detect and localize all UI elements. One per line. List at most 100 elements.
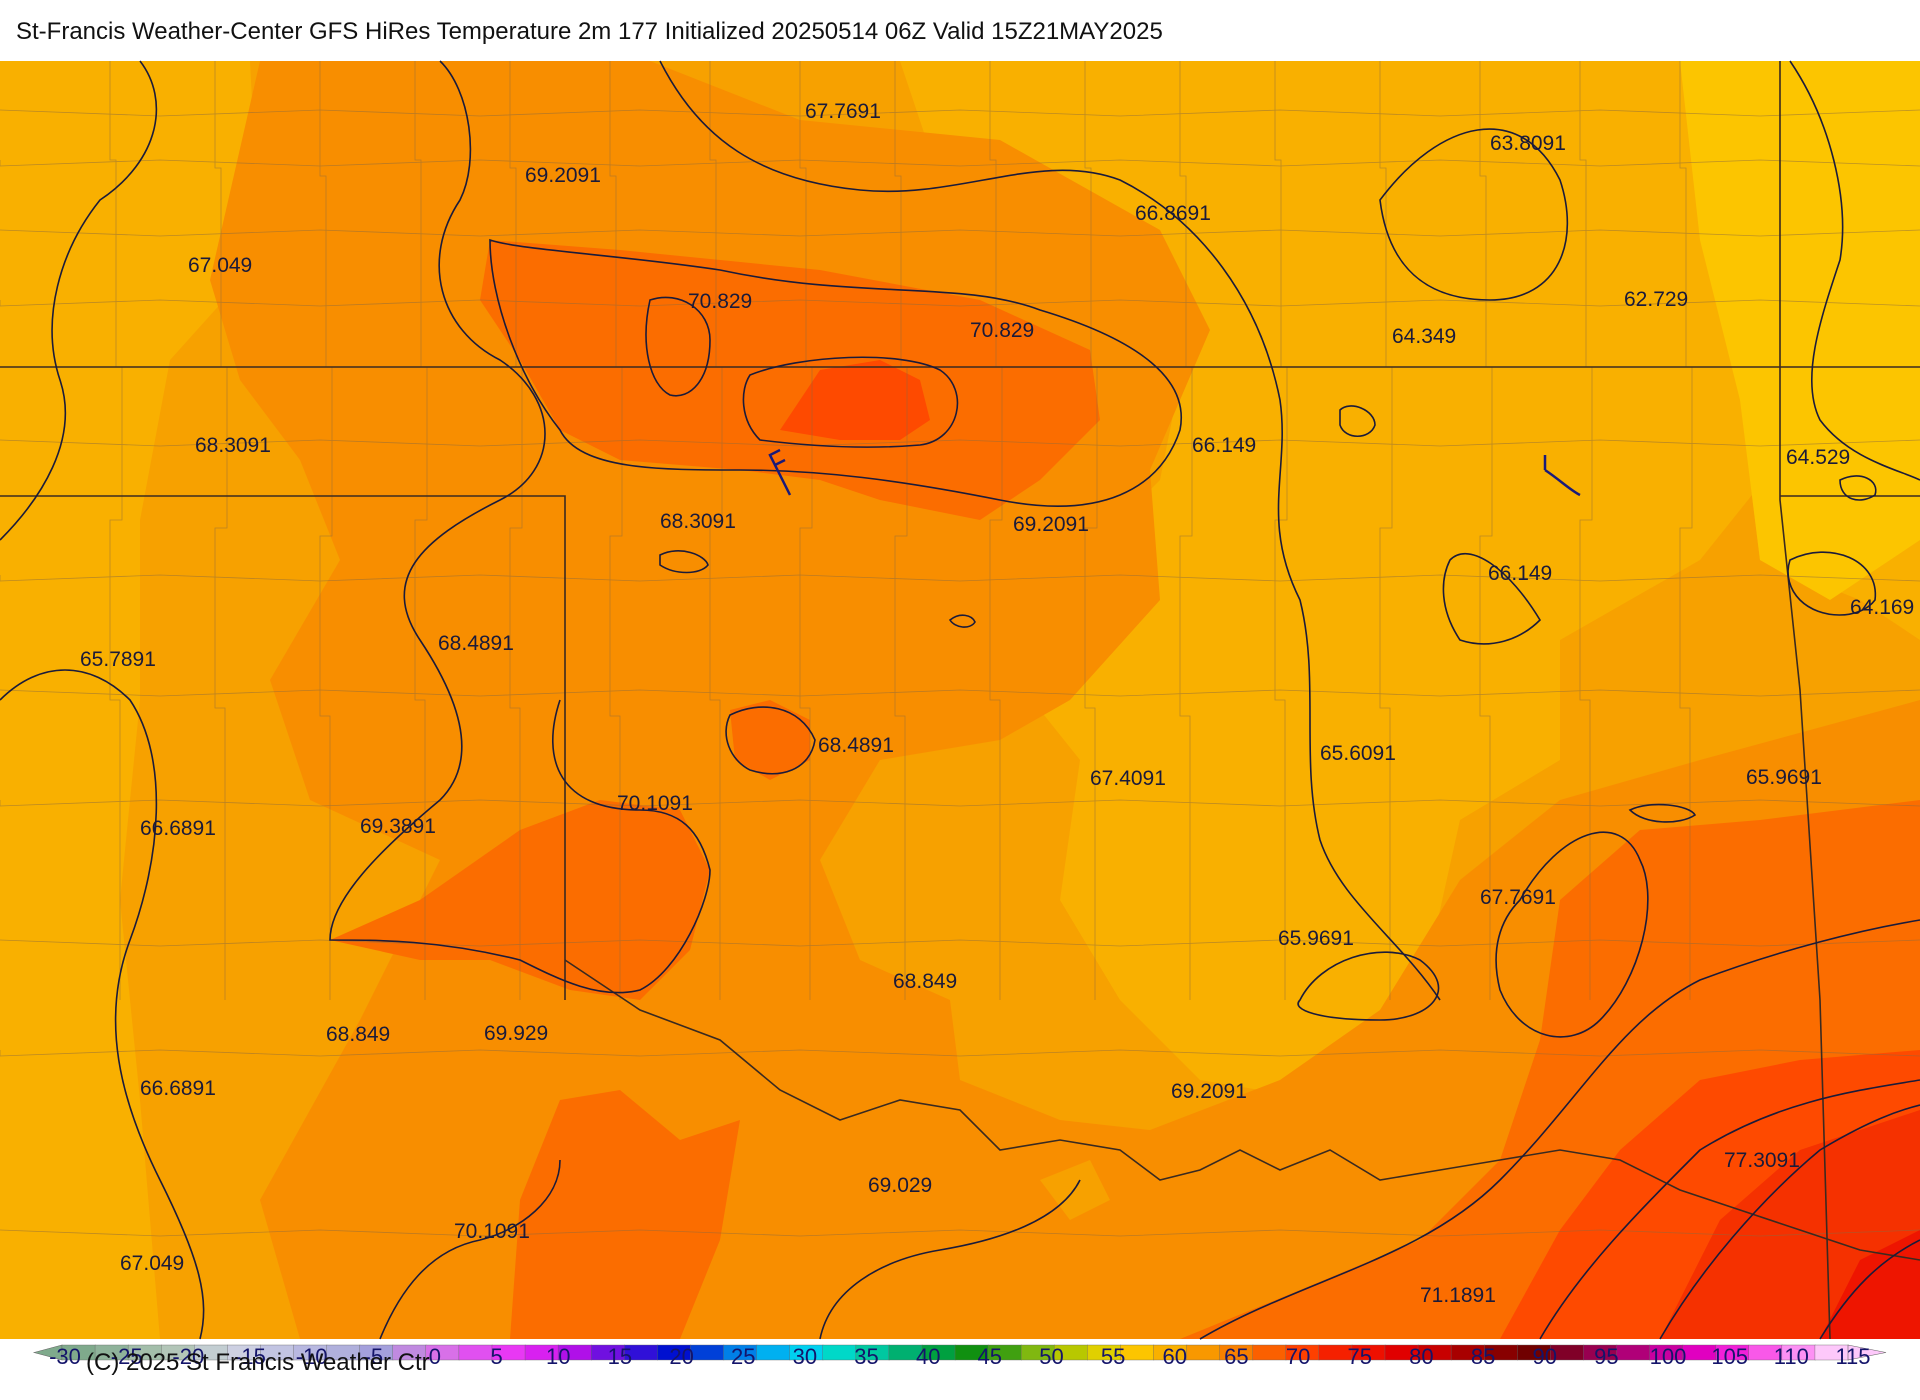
temperature-value-label: 69.029 bbox=[868, 1174, 932, 1197]
temperature-value-label: 65.9691 bbox=[1278, 927, 1354, 950]
temperature-value-label: 63.8091 bbox=[1490, 132, 1566, 155]
temperature-value-label: 69.2091 bbox=[1013, 513, 1089, 536]
temperature-value-label: 70.829 bbox=[688, 290, 752, 313]
colorbar-swatch bbox=[1186, 1344, 1221, 1361]
temperature-value-label: 68.3091 bbox=[195, 434, 271, 457]
contour-16 bbox=[1495, 831, 1649, 1038]
temperature-value-label: 66.6891 bbox=[140, 817, 216, 840]
temperature-value-label: 68.849 bbox=[326, 1023, 390, 1046]
temperature-value-label: 68.849 bbox=[893, 970, 957, 993]
temperature-value-label: 67.7691 bbox=[1480, 886, 1556, 909]
temperature-value-label: 71.1891 bbox=[1420, 1284, 1496, 1307]
county-line-vertical bbox=[214, 61, 228, 1000]
colorbar-tick-label: 60 bbox=[1163, 1344, 1187, 1369]
county-line-vertical bbox=[109, 61, 123, 1000]
temperature-value-label: 66.149 bbox=[1192, 434, 1256, 457]
colorbar-swatch bbox=[1252, 1344, 1287, 1361]
colorbar-tick-label: 25 bbox=[731, 1344, 755, 1369]
contour-12 bbox=[1787, 551, 1876, 616]
contour-17 bbox=[1199, 919, 1920, 1340]
colorbar-tick-label: -25 bbox=[111, 1344, 143, 1369]
contour-8 bbox=[329, 60, 711, 994]
temperature-value-label: 64.529 bbox=[1786, 446, 1850, 469]
temperature-value-label: 67.7691 bbox=[805, 100, 881, 123]
zone-80-85-southeast bbox=[1820, 1230, 1920, 1339]
county-line-horizontal bbox=[0, 939, 1920, 947]
colorbar-tick-label: 85 bbox=[1471, 1344, 1495, 1369]
temperature-colorbar bbox=[32, 1344, 1887, 1361]
contour-6 bbox=[659, 550, 709, 574]
temperature-value-label: 69.2091 bbox=[1171, 1080, 1247, 1103]
county-line-horizontal bbox=[0, 689, 1920, 697]
county-line-vertical bbox=[799, 61, 813, 1000]
county-line-vertical bbox=[1379, 61, 1393, 1000]
contour-1 bbox=[659, 60, 1441, 1001]
temperature-value-label: 65.9691 bbox=[1746, 766, 1822, 789]
county-line-horizontal bbox=[0, 229, 1920, 237]
contour-25 bbox=[379, 1159, 561, 1340]
colorbar-tick-label: 90 bbox=[1532, 1344, 1556, 1369]
zone-67-70-south-pocket bbox=[1040, 1160, 1110, 1220]
colorbar-tick-label: 70 bbox=[1286, 1344, 1310, 1369]
contour-24 bbox=[819, 1179, 1081, 1340]
colorbar-tick-label: 105 bbox=[1711, 1344, 1748, 1369]
temperature-value-label: 77.3091 bbox=[1724, 1149, 1800, 1172]
temperature-value-label: 67.4091 bbox=[1090, 767, 1166, 790]
colorbar-tick-label: 35 bbox=[854, 1344, 878, 1369]
colorbar-tick-label: 15 bbox=[608, 1344, 632, 1369]
zone-72-75-north bbox=[480, 240, 1100, 520]
county-line-vertical bbox=[989, 61, 1003, 1000]
colorbar-tick-label: 65 bbox=[1224, 1344, 1248, 1369]
temperature-value-label: 69.3891 bbox=[360, 815, 436, 838]
colorbar-tick-label: 75 bbox=[1348, 1344, 1372, 1369]
isotherm-contours bbox=[0, 60, 1920, 1340]
border-east bbox=[1779, 61, 1831, 1340]
county-line-horizontal bbox=[0, 159, 1920, 167]
county-line-vertical bbox=[709, 61, 723, 1000]
colorbar-tick-label: -15 bbox=[234, 1344, 266, 1369]
zone-60-65-northeast bbox=[1680, 61, 1920, 600]
contour-2 bbox=[489, 238, 1183, 507]
temperature-value-label: 66.6891 bbox=[140, 1077, 216, 1100]
colorbar-tick-label: 50 bbox=[1039, 1344, 1063, 1369]
county-line-horizontal bbox=[0, 574, 1920, 582]
colorbar-swatch bbox=[1616, 1344, 1651, 1361]
colorbar-tick-label: -20 bbox=[172, 1344, 204, 1369]
county-line-horizontal bbox=[0, 1229, 1920, 1237]
colorbar-tick-label: 55 bbox=[1101, 1344, 1125, 1369]
contour-14 bbox=[1628, 803, 1697, 823]
colorbar-swatch bbox=[1120, 1344, 1155, 1361]
wind-barbs bbox=[768, 448, 1581, 497]
colorbar-right-arrow bbox=[1847, 1344, 1887, 1361]
county-line-vertical bbox=[894, 61, 908, 1000]
temperature-value-label: 70.829 bbox=[970, 319, 1034, 342]
contour-15 bbox=[1297, 951, 1440, 1021]
temperature-value-label: 66.8691 bbox=[1135, 202, 1211, 225]
temperature-value-label: 66.149 bbox=[1488, 562, 1552, 585]
border-panhandle bbox=[0, 495, 566, 1000]
contour-9 bbox=[1379, 128, 1569, 301]
colorbar-swatch bbox=[458, 1344, 493, 1361]
contour-5 bbox=[725, 706, 816, 775]
temperature-value-label: 62.729 bbox=[1624, 288, 1688, 311]
temperature-value-label: 70.1091 bbox=[454, 1220, 530, 1243]
colorbar-tick-label: 0 bbox=[429, 1344, 441, 1369]
colorbar-tick-label: 40 bbox=[916, 1344, 940, 1369]
temperature-value-label: 70.1091 bbox=[617, 792, 693, 815]
state-borders bbox=[0, 61, 1920, 1340]
county-line-vertical bbox=[319, 61, 333, 1000]
colorbar-swatch bbox=[756, 1344, 791, 1361]
colorbar-tick-label: 30 bbox=[793, 1344, 817, 1369]
temperature-fill-layer bbox=[0, 61, 1920, 1339]
contour-11 bbox=[1442, 553, 1542, 645]
colorbar-tick-label: -30 bbox=[49, 1344, 81, 1369]
wind-barb-north bbox=[768, 448, 792, 496]
county-line-horizontal bbox=[0, 799, 1920, 807]
county-line-horizontal bbox=[0, 1049, 1920, 1057]
contour-19 bbox=[1659, 1104, 1920, 1340]
colorbar-tick-label: 110 bbox=[1774, 1344, 1809, 1369]
county-line-horizontal bbox=[0, 299, 1920, 307]
map-title: St-Francis Weather-Center GFS HiRes Temp… bbox=[16, 18, 1163, 45]
temperature-value-label: 64.169 bbox=[1850, 596, 1914, 619]
